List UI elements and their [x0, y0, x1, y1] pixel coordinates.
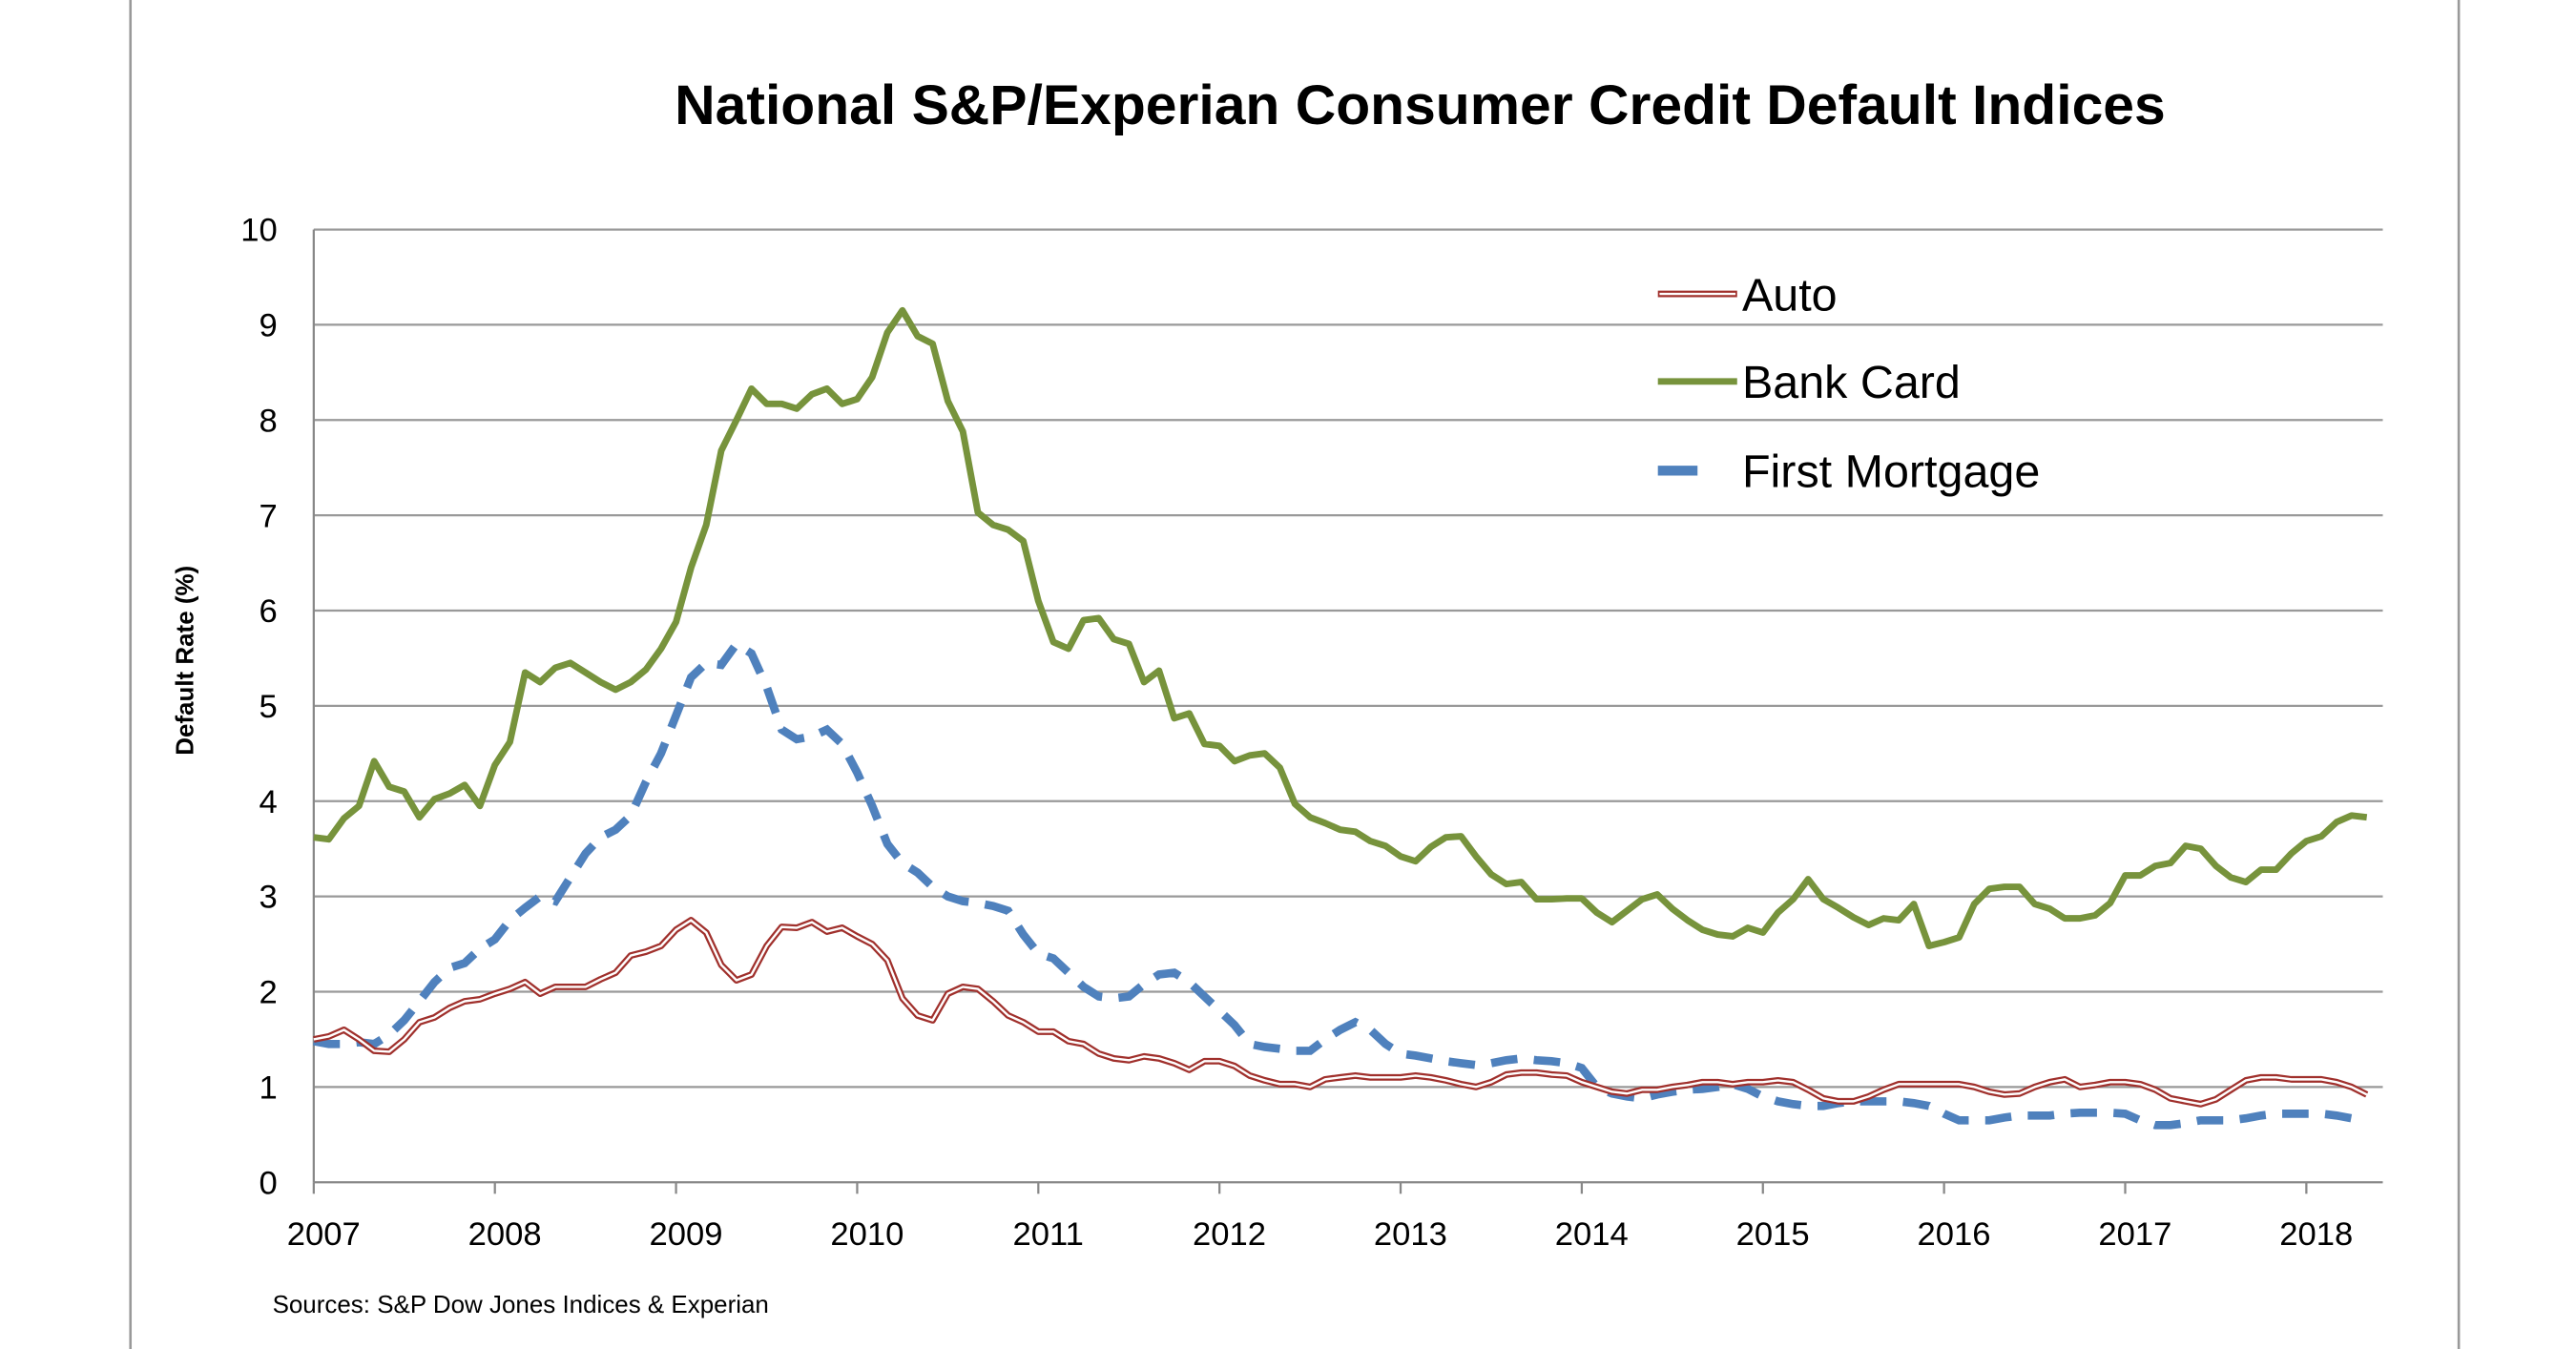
- y-axis-label: Default Rate (%): [170, 566, 198, 756]
- x-tick-label: 2017: [2098, 1216, 2171, 1253]
- legend-label-first-mortgage: First Mortgage: [1742, 446, 2040, 498]
- source-note: Sources: S&P Dow Jones Indices & Experia…: [273, 1290, 769, 1318]
- y-tick-label: 5: [260, 689, 278, 725]
- first-mortgage-series-line: [313, 638, 2368, 1130]
- legend-label-auto: Auto: [1742, 269, 1838, 321]
- x-tick-label: 2009: [649, 1216, 722, 1253]
- y-tick-label: 4: [260, 784, 278, 820]
- bank-card-series-line: [313, 306, 2368, 949]
- y-tick-label: 7: [260, 498, 278, 534]
- x-tick-label: 2018: [2279, 1216, 2353, 1253]
- x-tick-label: 2012: [1193, 1216, 1266, 1253]
- x-tick-label: 2015: [1736, 1216, 1810, 1253]
- auto-series-line-inner: [313, 919, 2368, 1106]
- x-tick-label: 2010: [830, 1216, 904, 1253]
- chart-title: National S&P/Experian Consumer Credit De…: [675, 74, 2166, 136]
- x-tick-label: 2007: [287, 1216, 361, 1253]
- y-tick-label: 10: [240, 213, 278, 249]
- y-tick-label: 3: [260, 880, 278, 916]
- x-tick-label: 2014: [1555, 1216, 1629, 1253]
- y-tick-label: 9: [260, 308, 278, 344]
- y-tick-label: 2: [260, 975, 278, 1011]
- x-tick-label: 2013: [1374, 1216, 1447, 1253]
- x-tick-label: 2016: [1918, 1216, 1991, 1253]
- x-tick-label: 2011: [1012, 1216, 1083, 1253]
- y-tick-label: 8: [260, 403, 278, 439]
- y-tick-label: 1: [260, 1069, 278, 1106]
- y-tick-label: 0: [260, 1165, 278, 1201]
- x-tick-label: 2008: [468, 1216, 542, 1253]
- legend-label-bank-card: Bank Card: [1742, 357, 1961, 408]
- y-tick-label: 6: [260, 593, 278, 630]
